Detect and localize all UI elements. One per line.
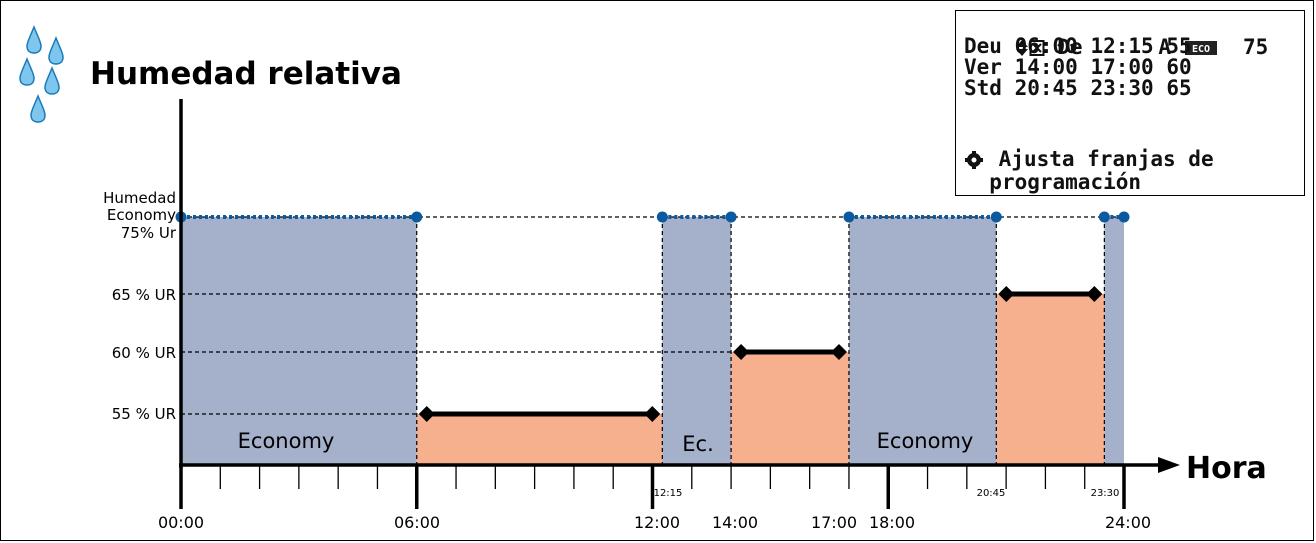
y-label-humedad: Humedad bbox=[103, 189, 176, 207]
time-label-1700: 17:00 bbox=[811, 513, 857, 532]
economy-point-start-6 bbox=[1098, 211, 1110, 223]
lcd-row-to: 17:00 bbox=[1090, 55, 1154, 79]
lcd-col-from: De bbox=[1057, 35, 1083, 59]
band-2 bbox=[662, 217, 732, 465]
time-label-1400: 14:00 bbox=[712, 513, 758, 532]
lcd-row-value: 60 bbox=[1166, 55, 1192, 79]
time-label-2400: 24:00 bbox=[1105, 513, 1151, 532]
lcd-row-name: Deu bbox=[964, 34, 1002, 58]
lcd-row-name: Std bbox=[964, 76, 1002, 100]
band-label-ec: Ec. bbox=[682, 432, 714, 456]
lcd-hint-line-2: programación bbox=[964, 170, 1142, 194]
lcd-hint-line-1: Ajusta franjas de bbox=[964, 149, 1214, 170]
time-label-1800: 18:00 bbox=[869, 513, 915, 532]
time-label-1200: 12:00 bbox=[634, 513, 680, 532]
economy-point-end-6 bbox=[1118, 211, 1130, 223]
band-label-economy-1: Economy bbox=[238, 429, 335, 453]
lcd-row-ver: Ver 14:00 17:00 60 bbox=[964, 55, 1192, 79]
lcd-display-panel: De A ECO 75 Deu 06:00 12:15 55 Ver 14:00… bbox=[955, 10, 1305, 196]
economy-point-start-2 bbox=[656, 211, 668, 223]
lcd-col-to: A bbox=[1158, 35, 1172, 59]
y-label-60: 60 % UR bbox=[112, 344, 176, 362]
level-marker-1-1 bbox=[644, 406, 661, 422]
band-4 bbox=[848, 217, 997, 465]
eco-badge-icon: ECO bbox=[1184, 41, 1217, 55]
economy-point-end-4 bbox=[990, 211, 1002, 223]
lcd-row-value: 55 bbox=[1166, 34, 1192, 58]
close-box-icon bbox=[1029, 40, 1045, 56]
band-1 bbox=[416, 414, 663, 465]
lcd-eco-badge-text: ECO bbox=[1192, 44, 1210, 55]
level-marker-1-0 bbox=[418, 406, 435, 422]
level-marker-5-0 bbox=[998, 286, 1015, 302]
chart-title: Humedad relativa bbox=[90, 56, 402, 92]
time-label-0000: 00:00 bbox=[158, 513, 204, 532]
lcd-row-from: 06:00 bbox=[1014, 34, 1078, 58]
economy-point-end-2 bbox=[725, 211, 737, 223]
band-6 bbox=[1104, 217, 1124, 465]
level-marker-3-1 bbox=[830, 344, 847, 360]
band-label-economy-2: Economy bbox=[877, 429, 974, 453]
lcd-row-deu: Deu 06:00 12:15 55 bbox=[964, 34, 1192, 58]
lcd-hint-text-2: programación bbox=[989, 170, 1142, 194]
lcd-row-from: 14:00 bbox=[1014, 55, 1078, 79]
lcd-row-name: Ver bbox=[964, 55, 1002, 79]
lcd-eco-value: 75 bbox=[1243, 35, 1269, 59]
y-label-55: 55 % UR bbox=[112, 405, 176, 423]
up-down-arrows-icon bbox=[1015, 40, 1028, 56]
time-label-2330: 23:30 bbox=[1091, 488, 1120, 499]
time-label-2045: 20:45 bbox=[977, 488, 1006, 499]
economy-point-start-4 bbox=[843, 211, 855, 223]
band-3 bbox=[731, 352, 849, 465]
x-axis-arrowhead bbox=[1158, 457, 1180, 473]
lcd-hint-text-1: Ajusta franjas de bbox=[998, 147, 1214, 171]
y-label-economy: Economy bbox=[107, 206, 176, 224]
level-marker-5-1 bbox=[1086, 286, 1103, 302]
water-drops-icon bbox=[19, 24, 64, 123]
band-5 bbox=[996, 294, 1105, 465]
band-0 bbox=[181, 217, 417, 465]
lcd-row-to: 12:15 bbox=[1090, 34, 1154, 58]
level-marker-3-0 bbox=[733, 344, 750, 360]
lcd-row-from: 20:45 bbox=[1014, 76, 1078, 100]
lcd-header-row: De A ECO 75 bbox=[964, 17, 1268, 77]
lcd-row-to: 23:30 bbox=[1090, 76, 1154, 100]
y-label-65: 65 % UR bbox=[112, 286, 176, 304]
time-label-1215: 12:15 bbox=[654, 488, 683, 499]
economy-point-end-0 bbox=[411, 211, 423, 223]
time-label-0600: 06:00 bbox=[394, 513, 440, 532]
y-label-75: 75% Ur bbox=[121, 224, 177, 242]
lcd-row-std: Std 20:45 23:30 65 bbox=[964, 76, 1192, 100]
x-axis-label: Hora bbox=[1186, 451, 1267, 486]
lcd-row-value: 65 bbox=[1166, 76, 1192, 100]
knob-icon bbox=[965, 151, 983, 169]
